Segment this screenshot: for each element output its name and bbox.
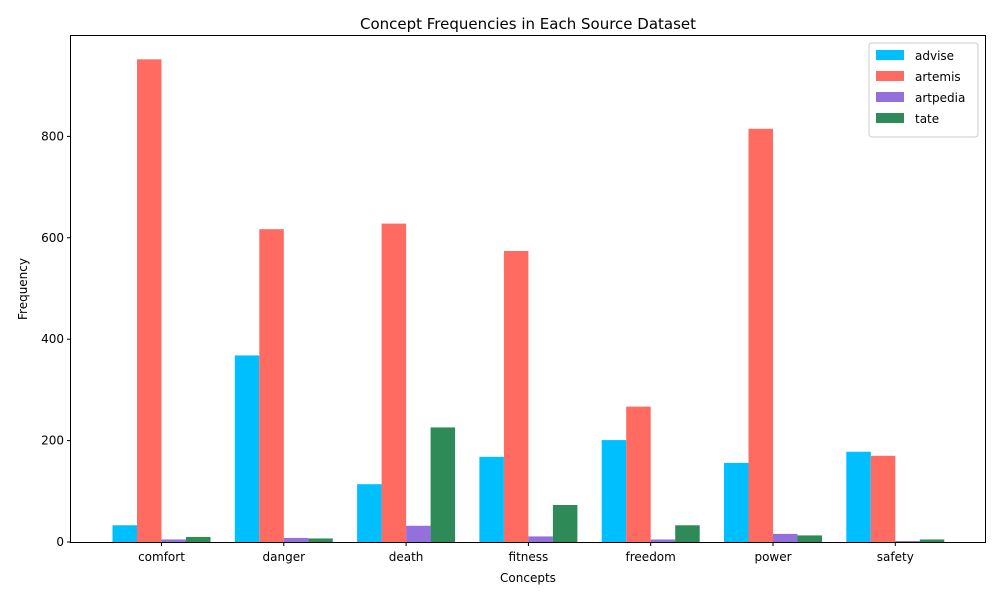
bar-advise-fitness [479,456,504,542]
bar-tate-danger [308,538,333,542]
y-tick-label: 200 [41,434,64,448]
bar-tate-comfort [186,536,211,542]
x-tick-label: fitness [509,550,549,564]
legend: advise artemis artpedia tate [868,42,979,138]
y-tick-label: 600 [41,231,64,245]
bar-artpedia-safety [895,540,920,542]
x-tick-label: danger [263,550,306,564]
legend-swatch-advise [876,50,904,60]
legend-swatch-artemis [876,71,904,81]
bar-artemis-comfort [137,59,162,543]
legend-label-advise: advise [915,49,954,63]
legend-label-tate: tate [915,112,939,126]
bar-tate-death [430,427,456,542]
bar-artemis-power [748,128,773,542]
chart-title: Concept Frequencies in Each Source Datas… [360,15,696,33]
x-tick-label: comfort [138,550,185,564]
bar-tate-freedom [675,525,700,542]
legend-swatch-tate [876,113,904,123]
bar-advise-power [724,462,749,542]
bar-artpedia-power [773,533,798,542]
bar-advise-comfort [112,525,137,542]
bar-artpedia-comfort [161,539,186,542]
x-tick-label: death [389,550,424,564]
x-axis-label: Concepts [500,571,556,585]
bars-group [112,59,945,543]
bar-advise-death [357,484,382,542]
bar-advise-safety [846,451,871,542]
bar-artpedia-death [406,525,431,542]
x-tick-label: power [754,550,791,564]
bar-tate-fitness [552,504,578,542]
bar-artpedia-freedom [650,539,676,542]
legend-label-artpedia: artpedia [915,91,965,105]
bar-advise-freedom [601,440,627,542]
bar-artpedia-fitness [528,536,553,542]
y-tick-label: 400 [41,332,64,346]
bar-tate-power [797,535,822,542]
x-ticks: comfort danger death fitness freedom power saf… [138,542,914,564]
legend-swatch-artpedia [876,92,904,102]
bar-artpedia-danger [283,537,309,542]
bar-tate-safety [919,539,945,542]
y-tick-label: 800 [41,129,64,143]
bar-artemis-freedom [626,406,651,542]
bar-artemis-safety [870,455,896,542]
y-tick-label: 0 [56,535,64,549]
x-tick-label: safety [877,550,914,564]
legend-label-artemis: artemis [915,70,961,84]
bar-artemis-death [381,223,407,542]
bar-artemis-fitness [503,250,529,543]
x-tick-label: freedom [626,550,676,564]
bar-advise-danger [234,355,260,542]
bar-artemis-danger [259,229,284,542]
y-ticks: 0 200 400 600 800 [41,129,71,549]
y-axis-label: Frequency [16,258,30,320]
